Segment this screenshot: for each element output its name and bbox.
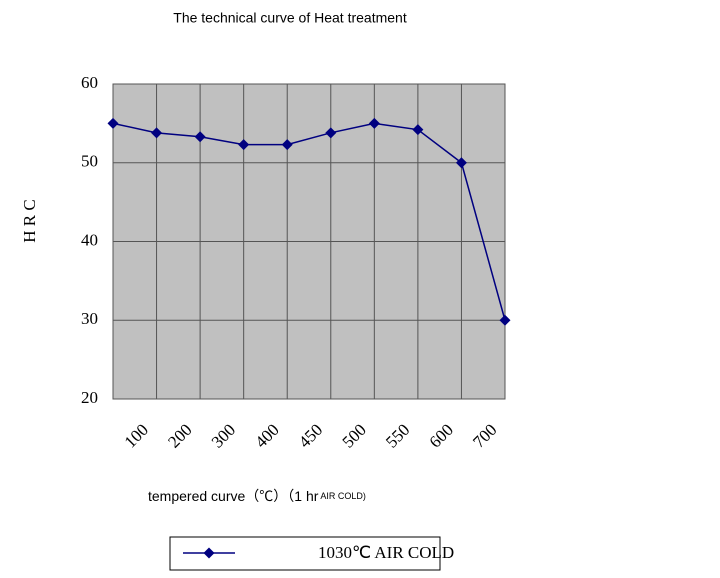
data-point	[368, 117, 380, 129]
x-tick-label: 100	[121, 420, 152, 451]
y-tick-label: 20	[81, 388, 98, 407]
legend-marker	[203, 547, 215, 559]
data-point	[238, 139, 250, 151]
data-point	[325, 127, 337, 139]
data-point	[455, 157, 467, 169]
x-axis-label-note: AIR COLD)	[320, 491, 366, 501]
x-tick-label: 500	[338, 420, 369, 451]
data-point	[194, 131, 206, 143]
x-tick-label: 300	[208, 420, 239, 451]
x-tick-label: 550	[382, 420, 413, 451]
data-point	[412, 124, 424, 136]
x-tick-label: 400	[251, 420, 282, 451]
legend-label: 1030℃ AIR COLD	[318, 543, 454, 562]
x-tick-label: 200	[164, 420, 195, 451]
y-axis-label: H R C	[20, 199, 39, 242]
y-tick-label: 50	[81, 152, 98, 171]
x-tick-label: 700	[469, 420, 500, 451]
x-axis-label: tempered curve（℃）（1 hr AIR COLD)	[148, 488, 366, 504]
y-tick-label: 60	[81, 73, 98, 92]
x-tick-label: 450	[295, 420, 326, 451]
data-point	[499, 314, 511, 326]
data-point	[281, 139, 293, 151]
data-line	[112, 122, 506, 321]
x-tick-label: 600	[426, 420, 457, 451]
data-point	[107, 117, 119, 129]
chart-title: The technical curve of Heat treatment	[173, 10, 407, 26]
y-tick-label: 30	[81, 309, 98, 328]
data-point	[151, 127, 163, 139]
x-axis-label-main: tempered curve（℃）（1 hr	[148, 488, 319, 504]
y-tick-label: 40	[81, 230, 98, 249]
